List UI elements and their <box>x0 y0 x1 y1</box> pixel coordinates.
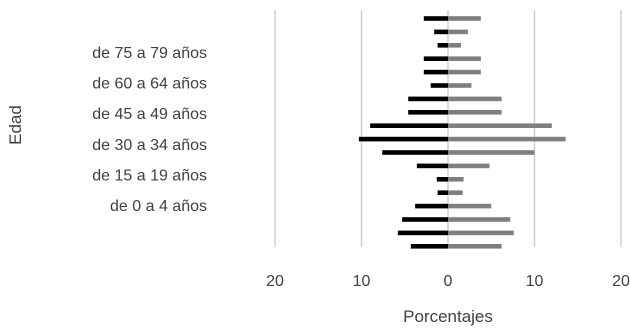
bar-series1-6 <box>408 96 448 102</box>
bar-series2-5 <box>448 83 472 88</box>
bar-series1-16 <box>397 230 448 236</box>
bar-series2-11 <box>448 163 490 169</box>
bar-series1-0 <box>423 16 448 21</box>
bar-series1-5 <box>430 83 448 88</box>
bar-series1-14 <box>415 203 448 209</box>
bar-series1-13 <box>437 190 448 195</box>
bar-series1-4 <box>423 69 448 75</box>
bars <box>358 16 566 249</box>
bar-series2-1 <box>448 29 468 35</box>
bar-series2-7 <box>448 110 502 115</box>
category-labels: de 75 a 79 años de 60 a 64 años de 45 a 49… <box>92 45 207 215</box>
bar-series1-1 <box>434 29 448 35</box>
x-axis-title: Porcentajes <box>403 307 493 326</box>
x-tick-label-4: 20 <box>612 273 630 290</box>
bar-series1-11 <box>416 163 448 169</box>
x-tick-label-0: 20 <box>266 273 284 290</box>
y-axis-title: Edad <box>6 105 25 145</box>
category-label-2: de 45 a 49 años <box>92 106 207 123</box>
bar-series1-15 <box>402 217 448 222</box>
category-label-5: de 0 a 4 años <box>110 198 207 215</box>
bar-series2-6 <box>448 96 502 102</box>
x-tick-labels: 20 10 0 10 20 <box>266 273 630 290</box>
bar-series2-17 <box>448 244 502 249</box>
category-label-4: de 15 a 19 años <box>92 167 207 184</box>
gridlines <box>274 10 622 247</box>
bar-series2-0 <box>448 16 481 21</box>
bar-series1-2 <box>437 43 448 48</box>
bar-series2-14 <box>448 203 492 209</box>
bar-series2-3 <box>448 56 481 61</box>
bar-series1-12 <box>436 177 448 182</box>
bar-series1-10 <box>382 150 448 155</box>
x-tick-label-2: 0 <box>444 273 453 290</box>
bar-series1-9 <box>358 136 448 142</box>
bar-series2-2 <box>448 43 461 48</box>
category-label-3: de 30 a 34 años <box>92 137 207 154</box>
bar-series2-10 <box>448 150 535 155</box>
category-label-0: de 75 a 79 años <box>92 45 207 62</box>
bar-series2-4 <box>448 69 481 75</box>
x-tick-label-1: 10 <box>353 273 371 290</box>
bar-series1-7 <box>408 110 448 115</box>
bar-series1-8 <box>370 123 448 128</box>
bar-series2-13 <box>448 190 463 195</box>
bar-series2-16 <box>448 230 514 236</box>
bar-series2-12 <box>448 177 464 182</box>
bar-series2-15 <box>448 217 511 222</box>
bar-series2-9 <box>448 136 566 142</box>
bar-series1-17 <box>410 244 448 249</box>
bar-series2-8 <box>448 123 552 128</box>
bar-series1-3 <box>423 56 448 61</box>
category-label-1: de 60 a 64 años <box>92 76 207 93</box>
x-tick-label-3: 10 <box>526 273 544 290</box>
